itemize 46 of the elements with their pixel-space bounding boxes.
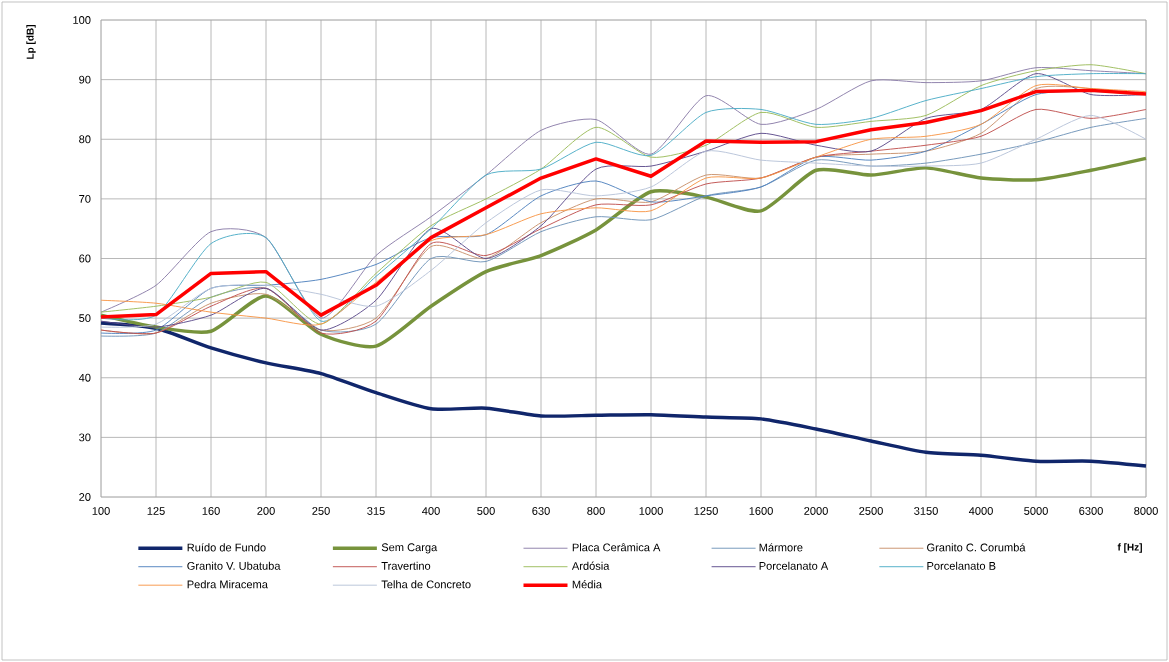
x-tick-label: 800 — [587, 507, 605, 515]
x-tick-label: 1250 — [694, 507, 718, 515]
y-tick-label: 30 — [79, 433, 91, 442]
x-tick-label: 2000 — [804, 507, 828, 515]
y-tick-label: 90 — [79, 75, 91, 84]
legend-label: Granito C. Corumbá — [927, 543, 1026, 552]
legend-label: Granito V. Ubatuba — [187, 561, 281, 570]
x-axis-title: f [Hz] — [1117, 543, 1142, 553]
line-series — [99, 321, 1148, 468]
x-tick-label: 400 — [422, 507, 440, 515]
x-tick-label: 200 — [257, 507, 275, 515]
line-series — [99, 156, 1148, 349]
x-tick-label: 630 — [532, 507, 550, 515]
y-tick-label: 100 — [73, 16, 91, 24]
y-tick-label: 80 — [79, 135, 91, 144]
y-axis-title: Lp [dB] — [26, 25, 36, 59]
x-tick-label: 500 — [477, 507, 495, 515]
legend-label: Sem Carga — [381, 543, 438, 554]
x-tick-label: 100 — [92, 507, 110, 515]
y-tick-label: 20 — [79, 493, 91, 501]
y-tick-label: 50 — [79, 314, 91, 323]
x-tick-label: 6300 — [1079, 507, 1103, 515]
x-tick-label: 5000 — [1024, 507, 1048, 515]
legend-label: Telha de Concreto — [381, 580, 471, 589]
legend-label: Porcelanato B — [927, 561, 996, 570]
y-tick-label: 70 — [79, 194, 91, 203]
y-tick-label: 60 — [79, 254, 91, 263]
legend-label: Porcelanato A — [759, 561, 829, 570]
x-tick-label: 2500 — [859, 507, 883, 515]
legend-label: Média — [572, 580, 603, 589]
x-tick-label: 8000 — [1134, 507, 1158, 515]
x-tick-label: 1600 — [749, 507, 773, 515]
legend-label: Ardósia — [571, 561, 610, 570]
legend-label: Pedra Miracema — [187, 580, 268, 589]
x-tick-label: 250 — [312, 507, 330, 515]
x-tick-label: 3150 — [914, 507, 938, 515]
y-tick-label: 40 — [78, 373, 91, 382]
legend-label: Ruído de Fundo — [187, 543, 266, 552]
x-tick-label: 315 — [367, 507, 385, 515]
x-tick-label: 4000 — [968, 507, 993, 515]
legend-label: Travertino — [381, 561, 431, 570]
legend-label: Mármore — [759, 543, 803, 552]
x-tick-label: 160 — [202, 507, 220, 515]
x-tick-label: 125 — [147, 507, 165, 515]
x-tick-label: 1000 — [639, 507, 663, 515]
legend-label: Placa Cerâmica A — [572, 543, 661, 552]
